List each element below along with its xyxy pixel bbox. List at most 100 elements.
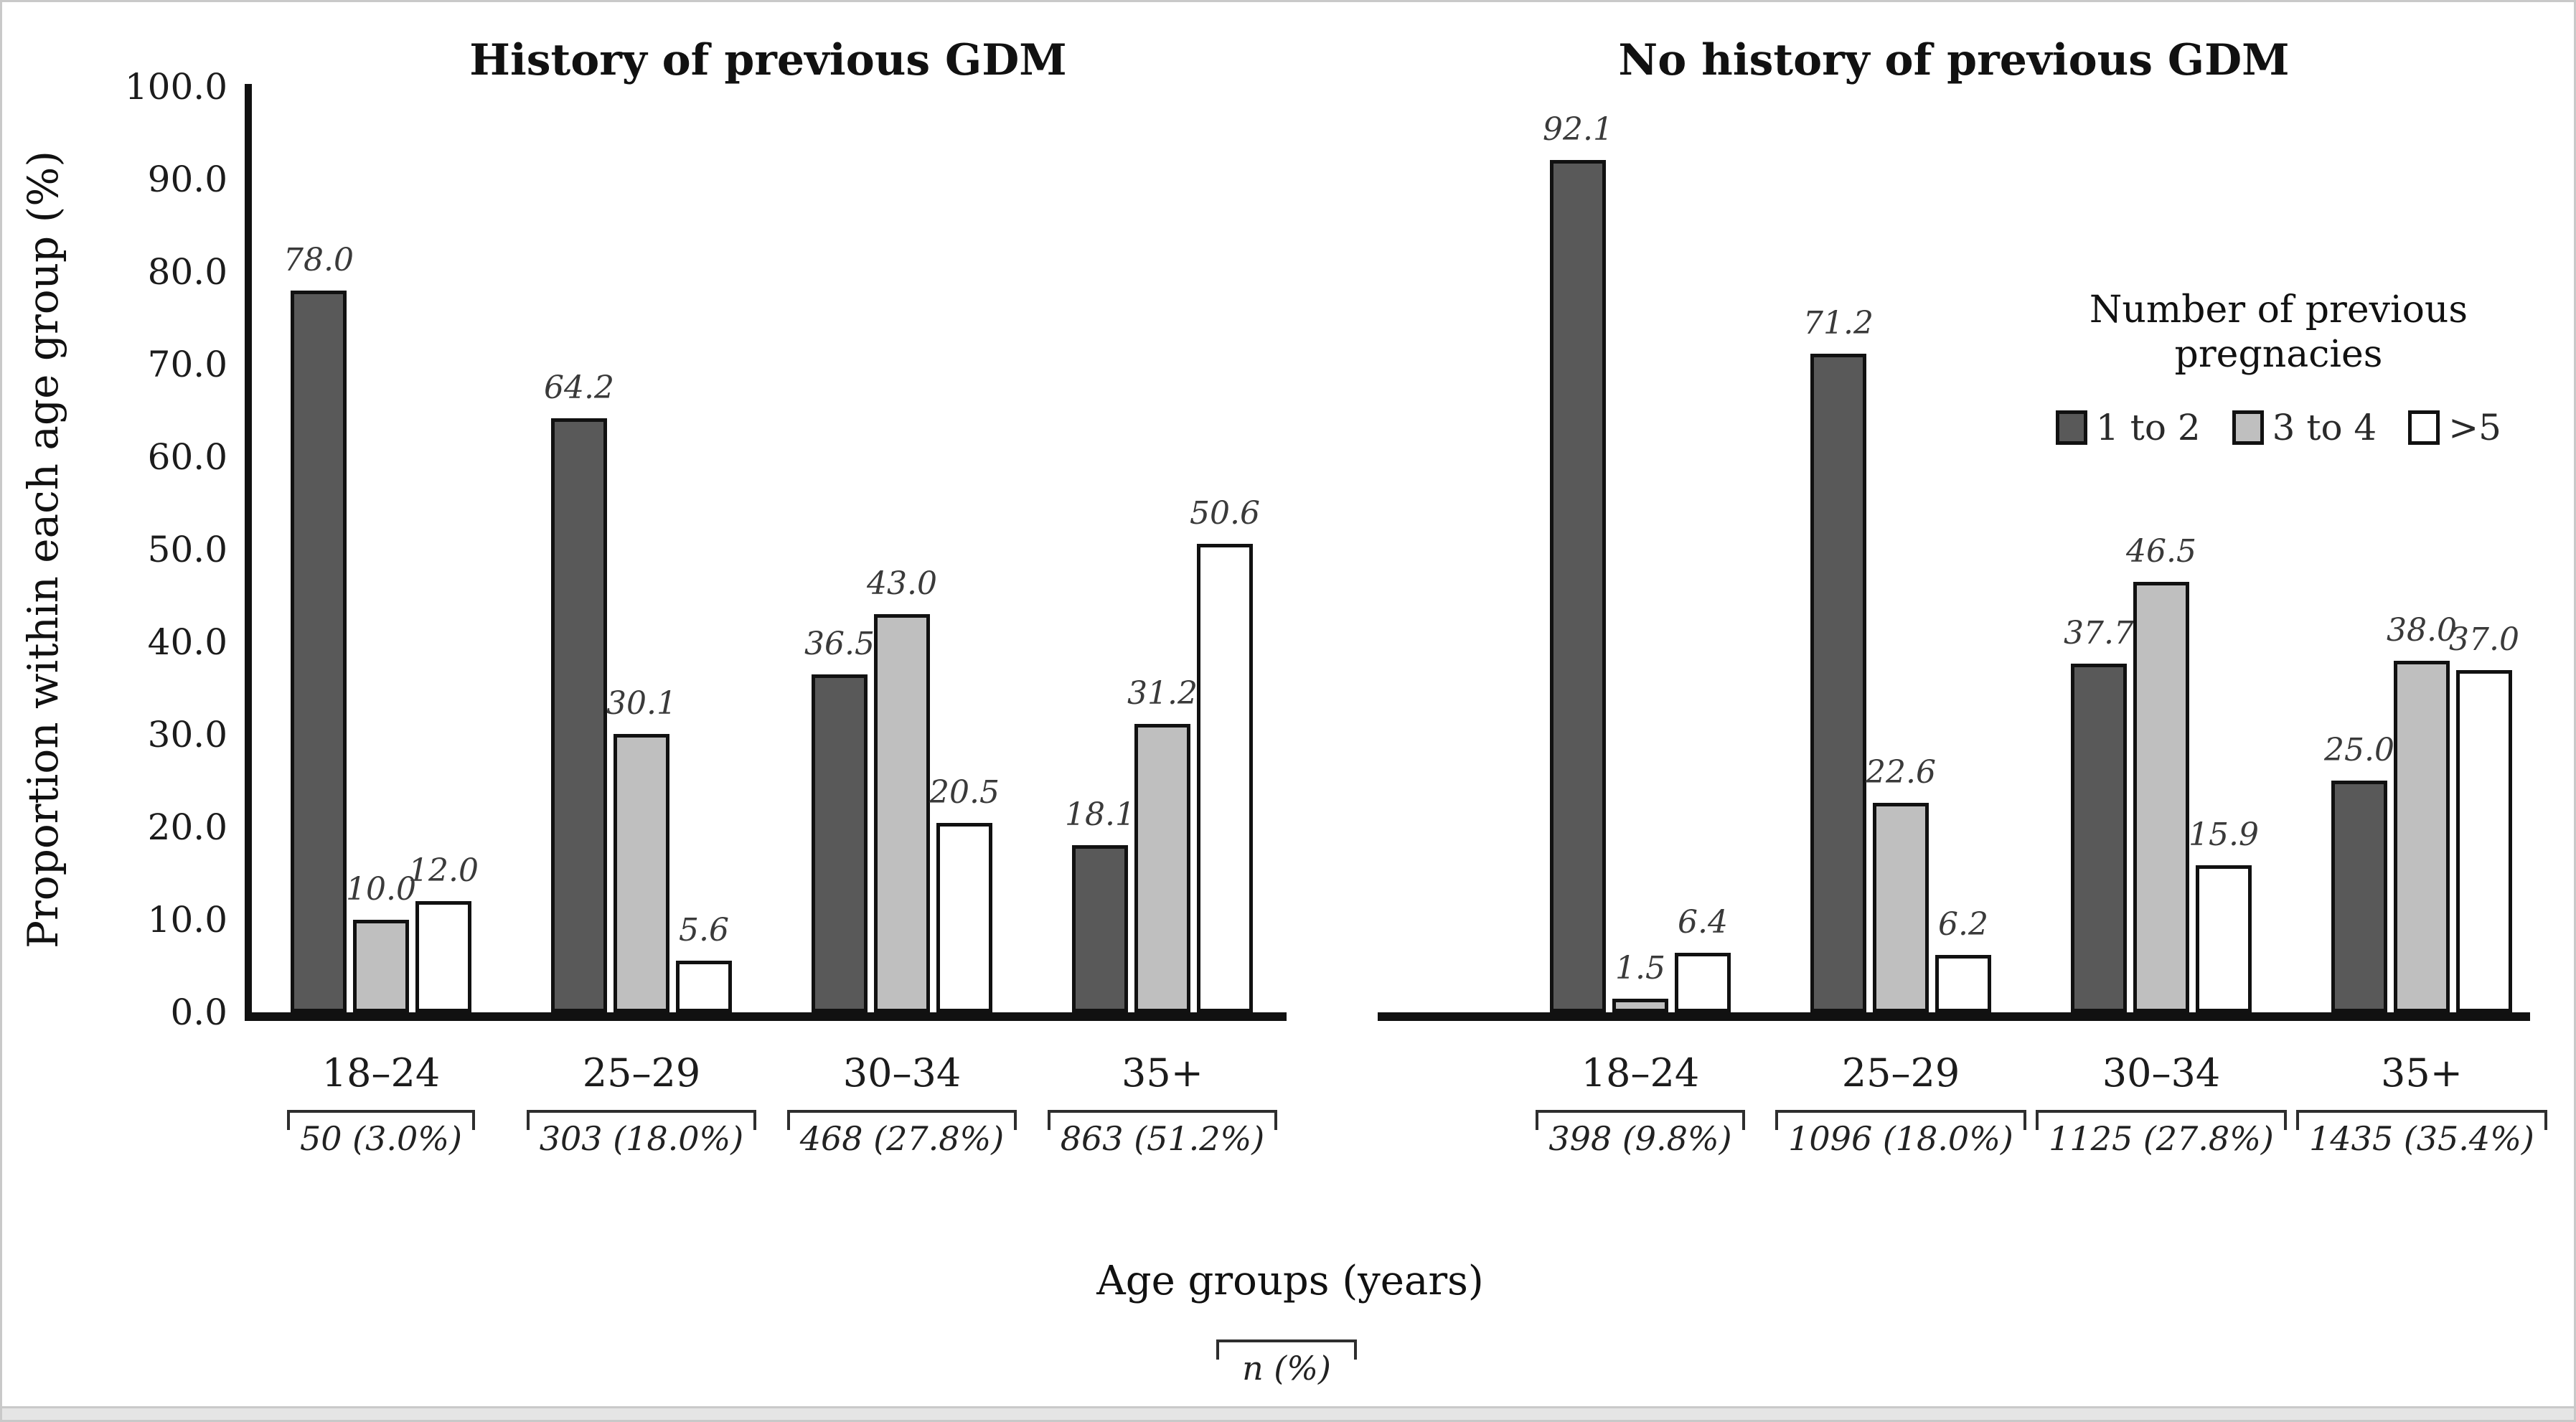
bar xyxy=(2196,865,2252,1012)
bar-value-label: 5.6 xyxy=(679,912,729,948)
y-tick-label: 90.0 xyxy=(147,159,227,200)
bar xyxy=(1197,544,1253,1012)
y-tick-label: 100.0 xyxy=(124,66,227,108)
bar xyxy=(936,823,992,1012)
bar xyxy=(812,674,868,1012)
y-tick-label: 80.0 xyxy=(147,251,227,293)
bar xyxy=(676,961,732,1012)
bar xyxy=(2331,781,2387,1012)
bar xyxy=(2394,661,2450,1012)
legend-swatch-icon xyxy=(2056,410,2088,445)
bar xyxy=(874,614,930,1012)
x-axis-title: Age groups (years) xyxy=(1096,1258,1484,1304)
bar xyxy=(2133,582,2189,1012)
legend-title: Number of previous pregnacies xyxy=(2089,288,2468,376)
y-tick-label: 50.0 xyxy=(147,529,227,570)
bar-value-label: 12.0 xyxy=(408,852,479,889)
legend-swatch-icon xyxy=(2232,410,2264,445)
category-label: 30–34 xyxy=(842,1050,962,1096)
category-count-label: 50 (3.0%) xyxy=(300,1119,462,1158)
bar-value-label: 22.6 xyxy=(1866,754,1936,791)
count-bracket: 303 (18.0%) xyxy=(526,1110,757,1159)
count-bracket: 468 (27.8%) xyxy=(786,1110,1017,1159)
category-block: 18–24 50 (3.0%) xyxy=(230,1051,532,1159)
count-bracket: 863 (51.2%) xyxy=(1047,1110,1278,1159)
bar-value-label: 25.0 xyxy=(2324,732,2394,768)
left-chart-title: History of previous GDM xyxy=(469,35,1067,85)
legend-items: 1 to 2 3 to 4 >5 xyxy=(2011,407,2546,448)
bar xyxy=(1810,354,1866,1012)
category-label: 25–29 xyxy=(582,1050,701,1096)
n-percent-bracket: n (%) xyxy=(1216,1339,1357,1388)
bar xyxy=(2456,670,2512,1012)
y-axis-line xyxy=(245,84,252,1017)
legend-swatch-icon xyxy=(2408,410,2440,445)
category-label: 18–24 xyxy=(1581,1050,1700,1096)
y-tick-label: 20.0 xyxy=(147,806,227,848)
category-block: 30–34 468 (27.8%) xyxy=(751,1051,1053,1159)
bar-value-label: 38.0 xyxy=(2387,612,2457,649)
legend-item: 1 to 2 xyxy=(2056,407,2201,448)
bar-value-label: 92.1 xyxy=(1543,111,1613,148)
category-block: 35+ 863 (51.2%) xyxy=(1012,1051,1313,1159)
category-label: 35+ xyxy=(2381,1050,2463,1096)
bottom-strip xyxy=(2,1406,2574,1420)
category-block: 25–29 303 (18.0%) xyxy=(491,1051,792,1159)
category-count-label: 303 (18.0%) xyxy=(539,1119,744,1158)
category-count-label: 1125 (27.8%) xyxy=(2049,1119,2274,1158)
legend-item: 3 to 4 xyxy=(2232,407,2377,448)
category-label: 18–24 xyxy=(321,1050,441,1096)
category-label: 25–29 xyxy=(1841,1050,1960,1096)
bar xyxy=(291,291,347,1012)
bar-value-label: 6.4 xyxy=(1678,904,1728,941)
bar-value-label: 31.2 xyxy=(1127,675,1198,712)
count-bracket: 1435 (35.4%) xyxy=(2296,1110,2547,1159)
count-bracket: 398 (9.8%) xyxy=(1536,1110,1745,1159)
legend-item: >5 xyxy=(2408,407,2501,448)
bar xyxy=(1935,955,1991,1012)
count-bracket: 50 (3.0%) xyxy=(287,1110,475,1159)
bar-value-label: 6.2 xyxy=(1938,906,1988,943)
bar xyxy=(1873,803,1929,1012)
n-percent-label: n (%) xyxy=(1242,1349,1331,1388)
bar xyxy=(1072,845,1128,1012)
bar xyxy=(1134,724,1190,1012)
bar xyxy=(2071,664,2127,1012)
bar-value-label: 20.5 xyxy=(929,774,1000,811)
category-count-label: 468 (27.8%) xyxy=(799,1119,1005,1158)
category-count-label: 1096 (18.0%) xyxy=(1788,1119,2013,1158)
y-tick-label: 10.0 xyxy=(147,899,227,941)
bar-value-label: 1.5 xyxy=(1615,950,1665,987)
y-tick-label: 70.0 xyxy=(147,344,227,385)
right-chart-title: No history of previous GDM xyxy=(1618,35,2290,85)
bar xyxy=(1612,999,1668,1012)
bar-value-label: 78.0 xyxy=(283,242,354,278)
bar xyxy=(415,901,471,1012)
bar-value-label: 71.2 xyxy=(1803,305,1874,342)
category-block: 30–34 1125 (27.8%) xyxy=(2011,1051,2312,1159)
legend-item-label: 3 to 4 xyxy=(2272,407,2377,448)
category-block: 25–29 1096 (18.0%) xyxy=(1750,1051,2051,1159)
x-axis-line-right xyxy=(1378,1012,2530,1021)
category-label: 35+ xyxy=(1122,1050,1203,1096)
legend-item-label: >5 xyxy=(2448,407,2501,448)
bar-value-label: 30.1 xyxy=(606,685,677,722)
category-count-label: 1435 (35.4%) xyxy=(2309,1119,2534,1158)
category-block: 18–24 398 (9.8%) xyxy=(1490,1051,1791,1159)
bar xyxy=(1675,953,1731,1012)
count-bracket: 1096 (18.0%) xyxy=(1775,1110,2026,1159)
category-block: 35+ 1435 (35.4%) xyxy=(2271,1051,2572,1159)
legend-item-label: 1 to 2 xyxy=(2096,407,2201,448)
y-tick-label: 60.0 xyxy=(147,436,227,478)
bar xyxy=(1550,160,1606,1012)
y-tick-label: 30.0 xyxy=(147,714,227,755)
bar-value-label: 36.5 xyxy=(804,626,875,662)
bar xyxy=(353,920,409,1012)
bar xyxy=(551,418,607,1012)
bar-value-label: 37.0 xyxy=(2449,621,2519,658)
plot-area: 78.0 10.0 12.0 64.2 30.1 5.6 36.5 43.0 20.5 18.1 3… xyxy=(2,87,2574,1012)
bar-value-label: 50.6 xyxy=(1190,495,1260,532)
bar-value-label: 43.0 xyxy=(867,565,937,602)
bar xyxy=(614,734,669,1012)
